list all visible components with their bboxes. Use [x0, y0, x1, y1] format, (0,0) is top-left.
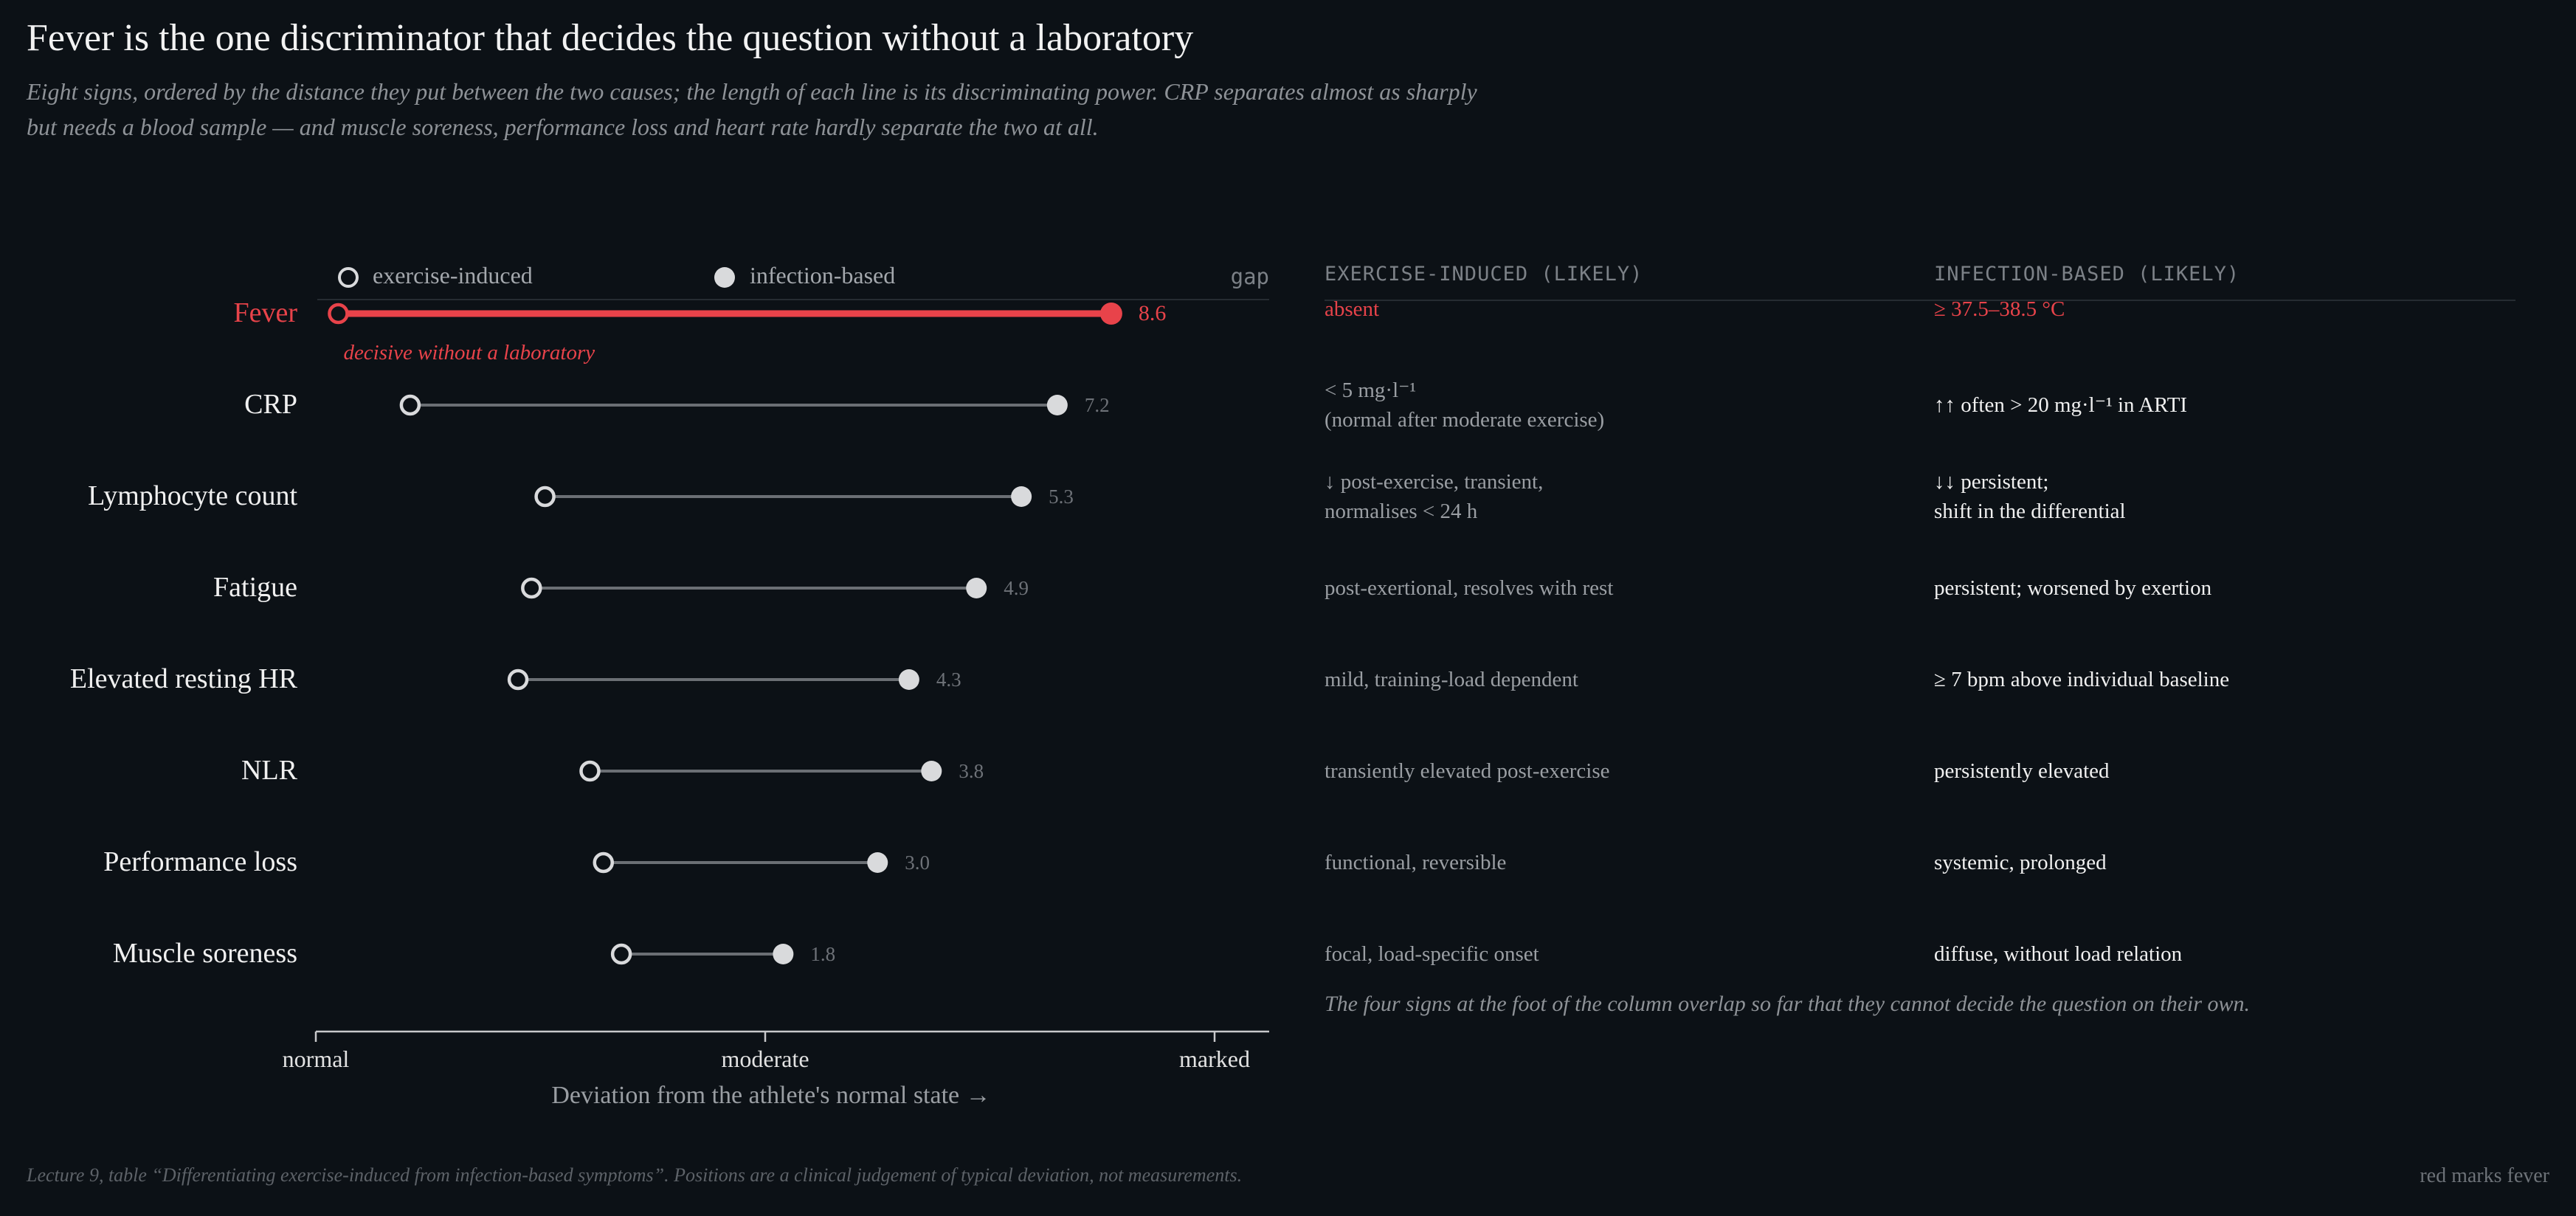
table-cell-line: (normal after moderate exercise)	[1325, 408, 1605, 432]
row-label: CRP	[244, 389, 297, 420]
table-cell-line: post-exertional, resolves with rest	[1325, 576, 1614, 600]
table-cell-exercise: ↓ post-exercise, transient, normalises < …	[1325, 467, 1543, 526]
legend-infection-label: infection-based	[750, 262, 895, 289]
table-cell-line: persistently elevated	[1934, 759, 2110, 783]
gap-value-label: 3.0	[905, 851, 930, 874]
table-cell-line: ↓↓ persistent;	[1934, 470, 2049, 494]
infection-dot	[1011, 486, 1032, 507]
gap-value-label: 8.6	[1139, 301, 1167, 325]
table-header-rule	[1325, 300, 2515, 301]
x-tick-label: moderate	[721, 1046, 809, 1072]
x-tick-label: normal	[283, 1046, 350, 1072]
exercise-dot	[399, 394, 421, 416]
legend-infection-marker	[714, 267, 735, 288]
table-cell-line: mild, training-load dependent	[1325, 668, 1578, 691]
table-cell-exercise: functional, reversible	[1325, 848, 1506, 877]
row-annotation: decisive without a laboratory	[343, 341, 595, 365]
gap-value-label: 3.8	[959, 760, 984, 782]
table-cell-infection: ≥ 37.5–38.5 °C	[1934, 294, 2065, 324]
table-cell-line: systemic, prolonged	[1934, 851, 2107, 874]
infection-dot	[921, 761, 942, 781]
source-footnote: Lecture 9, table “Differentiating exerci…	[27, 1164, 1243, 1186]
row-label: Lymphocyte count	[88, 480, 297, 511]
table-cell-line: normalises < 24 h	[1325, 500, 1478, 523]
row-label: Elevated resting HR	[70, 663, 298, 694]
row-label: Performance loss	[103, 846, 297, 877]
exercise-dot	[593, 851, 615, 874]
subtitle-line-2: but needs a blood sample — and muscle so…	[27, 114, 1099, 140]
infection-dot	[1046, 395, 1068, 415]
infection-dot	[773, 944, 794, 964]
table-cell-line: ↑↑ often > 20 mg·l⁻¹ in ARTI	[1934, 393, 2188, 417]
table-cell-infection: ≥ 7 bpm above individual baseline	[1934, 665, 2229, 694]
table-cell-infection: ↑↑ often > 20 mg·l⁻¹ in ARTI	[1934, 390, 2187, 420]
table-cell-infection: persistently elevated	[1934, 756, 2110, 786]
table-cell-exercise: focal, load-specific onset	[1325, 939, 1539, 969]
gap-value-label: 4.3	[936, 669, 961, 691]
infection-dot	[1099, 303, 1122, 325]
dumbbell-chart: exercise-induced infection-based gap Fever 8…	[70, 262, 1269, 1109]
chart-subtitle: Eight signs, ordered by the distance the…	[27, 74, 1488, 145]
row-label: Muscle soreness	[113, 938, 297, 969]
exercise-dot	[610, 943, 632, 965]
table-cell-line: focal, load-specific onset	[1325, 942, 1539, 966]
row-label: Fever	[233, 297, 297, 328]
column-header-infection: INFECTION-BASED (LIKELY)	[1934, 263, 2240, 286]
row-label: Fatigue	[213, 572, 297, 603]
table-cell-exercise: absent	[1325, 294, 1379, 324]
table-note: The four signs at the foot of the column…	[1325, 992, 2251, 1016]
table-cell-line: ≥ 37.5–38.5 °C	[1934, 297, 2065, 321]
exercise-dot	[534, 486, 556, 508]
table-cell-line: diffuse, without load relation	[1934, 942, 2183, 966]
x-tick-label: marked	[1179, 1046, 1250, 1072]
table-cell-infection: systemic, prolonged	[1934, 848, 2107, 877]
infection-dot	[867, 852, 888, 873]
table-cell-exercise: post-exertional, resolves with rest	[1325, 573, 1613, 603]
x-axis-title: Deviation from the athlete's normal stat…	[551, 1082, 990, 1109]
row-label: NLR	[241, 755, 298, 786]
table-cell-exercise: transiently elevated post-exercise	[1325, 756, 1610, 786]
gap-value-label: 1.8	[810, 943, 835, 965]
gap-value-label: 7.2	[1085, 394, 1110, 416]
table-cell-exercise: mild, training-load dependent	[1325, 665, 1578, 694]
legend-note: red marks fever	[2420, 1164, 2549, 1187]
exercise-dot	[328, 303, 349, 325]
table-cell-line: absent	[1325, 297, 1380, 321]
legend-exercise-marker	[338, 267, 359, 288]
exercise-dot	[521, 577, 542, 599]
table-cell-exercise: < 5 mg·l⁻¹ (normal after moderate exercis…	[1325, 376, 1604, 435]
gap-column-label: gap	[1231, 264, 1269, 289]
infection-dot	[898, 669, 919, 690]
exercise-dot	[579, 760, 601, 782]
table-cell-line: ≥ 7 bpm above individual baseline	[1934, 668, 2230, 691]
subtitle-line-1: Eight signs, ordered by the distance the…	[27, 78, 1477, 105]
table-cell-line: ↓ post-exercise, transient,	[1325, 470, 1544, 494]
chart-title: Fever is the one discriminator that deci…	[27, 17, 1194, 59]
exercise-dot	[507, 669, 529, 691]
table-cell-infection: ↓↓ persistent; shift in the differential	[1934, 467, 2126, 526]
table-cell-line: transiently elevated post-exercise	[1325, 759, 1610, 783]
gap-value-label: 4.9	[1004, 577, 1029, 599]
table-cell-line: < 5 mg·l⁻¹	[1325, 379, 1417, 402]
legend-exercise-label: exercise-induced	[373, 262, 533, 289]
table-cell-infection: diffuse, without load relation	[1934, 939, 2182, 969]
table-cell-line: shift in the differential	[1934, 500, 2126, 523]
infection-dot	[966, 578, 987, 598]
gap-value-label: 5.3	[1049, 486, 1074, 508]
table-cell-line: persistent; worsened by exertion	[1934, 576, 2212, 600]
table-cell-line: functional, reversible	[1325, 851, 1507, 874]
table-cell-infection: persistent; worsened by exertion	[1934, 573, 2211, 603]
column-header-exercise: EXERCISE-INDUCED (LIKELY)	[1325, 263, 1643, 286]
